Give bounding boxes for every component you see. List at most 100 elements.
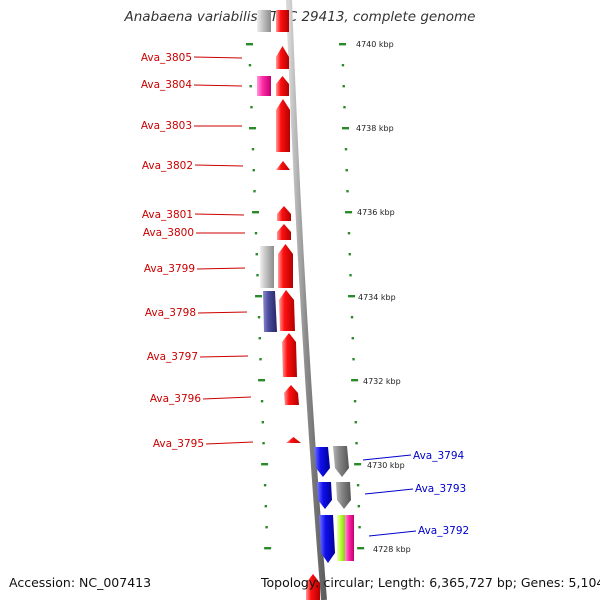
- gene-arrow[interactable]: [278, 244, 293, 288]
- gene-arrow[interactable]: [279, 290, 295, 331]
- minor-tick: [255, 253, 258, 256]
- minor-tick: [348, 253, 351, 256]
- gene-box[interactable]: [260, 246, 274, 288]
- leader-line: [196, 267, 246, 270]
- minor-tick: [257, 316, 261, 319]
- minor-tick: [356, 484, 360, 487]
- gene-arrow[interactable]: [319, 515, 335, 563]
- gene-arrow[interactable]: [336, 482, 351, 509]
- leader-line: [193, 56, 243, 59]
- gene-box[interactable]: [263, 291, 277, 332]
- gene-arrow[interactable]: [306, 574, 320, 600]
- topology-text: Topology: circular; Length: 6,365,727 bp…: [261, 575, 600, 590]
- gene-arrow[interactable]: [276, 10, 289, 32]
- minor-tick: [341, 64, 345, 67]
- gene-box[interactable]: [257, 76, 271, 96]
- gene-arrow[interactable]: [277, 206, 291, 221]
- minor-tick: [343, 106, 346, 109]
- minor-tick: [344, 148, 348, 151]
- scale-ticks: [246, 43, 365, 550]
- minor-tick: [342, 85, 345, 88]
- major-tick: [252, 211, 260, 214]
- major-tick: [357, 547, 365, 550]
- leader-line: [205, 441, 254, 445]
- gene-label[interactable]: Ava_3805: [141, 52, 192, 64]
- gene-arrows: [257, 10, 354, 600]
- forward-gene-labels: Ava_3805 Ava_3804 Ava_3803 Ava_3802 Ava_…: [141, 52, 204, 450]
- gene-arrow[interactable]: [317, 482, 332, 509]
- gene-arrow[interactable]: [284, 385, 299, 405]
- minor-tick: [353, 400, 357, 403]
- minor-tick: [256, 274, 259, 277]
- major-tick: [255, 295, 263, 298]
- scale-label: 4736 kbp: [357, 208, 395, 217]
- leader-line: [193, 84, 243, 87]
- gene-label[interactable]: Ava_3804: [141, 79, 193, 91]
- gene-label[interactable]: Ava_3799: [144, 263, 195, 275]
- leader-line: [194, 164, 244, 167]
- gene-arrow[interactable]: [333, 446, 349, 477]
- minor-tick: [259, 358, 262, 361]
- scale-label: 4732 kbp: [363, 377, 401, 386]
- minor-tick: [346, 190, 349, 193]
- gene-arrow[interactable]: [286, 437, 301, 443]
- leader-line: [362, 454, 412, 461]
- minor-tick: [261, 421, 265, 424]
- gene-arrow[interactable]: [276, 76, 289, 96]
- minor-tick: [265, 526, 268, 529]
- gene-label[interactable]: Ava_3803: [141, 120, 192, 132]
- minor-tick: [258, 337, 261, 340]
- gene-label[interactable]: Ava_3792: [418, 525, 469, 537]
- gene-arrow[interactable]: [277, 224, 291, 240]
- gene-label[interactable]: Ava_3801: [142, 209, 193, 221]
- major-tick: [351, 379, 359, 382]
- gene-label[interactable]: Ava_3798: [145, 307, 196, 319]
- minor-tick: [263, 484, 267, 487]
- major-tick: [354, 463, 362, 466]
- genome-backbone: [286, 0, 327, 600]
- gene-box[interactable]: [345, 515, 354, 561]
- minor-tick: [357, 505, 361, 508]
- leader-line: [197, 311, 248, 314]
- gene-box[interactable]: [337, 515, 346, 561]
- gene-label[interactable]: Ava_3793: [415, 483, 466, 495]
- scale-label: 4734 kbp: [358, 293, 396, 302]
- major-tick: [246, 43, 253, 46]
- major-tick: [264, 547, 272, 550]
- leader-line: [202, 396, 252, 400]
- minor-tick: [252, 169, 255, 172]
- minor-tick: [355, 442, 358, 445]
- minor-tick: [251, 148, 255, 151]
- gene-arrow[interactable]: [276, 46, 289, 69]
- gene-arrow[interactable]: [314, 447, 330, 477]
- label-leader-lines: [193, 56, 417, 537]
- gene-label[interactable]: Ava_3794: [413, 450, 465, 462]
- scale-labels: 4740 kbp 4738 kbp 4736 kbp 4734 kbp 4732…: [356, 40, 411, 554]
- minor-tick: [262, 442, 265, 445]
- scale-label: 4738 kbp: [356, 124, 394, 133]
- minor-tick: [354, 421, 358, 424]
- scale-label: 4730 kbp: [367, 461, 405, 470]
- minor-tick: [345, 169, 348, 172]
- leader-line: [199, 355, 249, 358]
- leader-line: [194, 213, 245, 216]
- minor-tick: [351, 337, 354, 340]
- gene-label[interactable]: Ava_3796: [150, 393, 202, 405]
- major-tick: [339, 43, 346, 46]
- gene-label[interactable]: Ava_3800: [143, 227, 194, 239]
- gene-arrow[interactable]: [282, 333, 297, 377]
- gene-label[interactable]: Ava_3802: [142, 160, 193, 172]
- gene-box[interactable]: [257, 10, 271, 32]
- minor-tick: [260, 400, 264, 403]
- major-tick: [345, 211, 353, 214]
- gene-arrow[interactable]: [276, 161, 290, 170]
- gene-arrow[interactable]: [276, 99, 290, 152]
- gene-label[interactable]: Ava_3797: [147, 351, 198, 363]
- major-tick: [348, 295, 356, 298]
- minor-tick: [254, 232, 258, 235]
- minor-tick: [358, 526, 361, 529]
- gene-label[interactable]: Ava_3795: [153, 438, 204, 450]
- accession-text: Accession: NC_007413: [9, 575, 152, 590]
- minor-tick: [347, 232, 351, 235]
